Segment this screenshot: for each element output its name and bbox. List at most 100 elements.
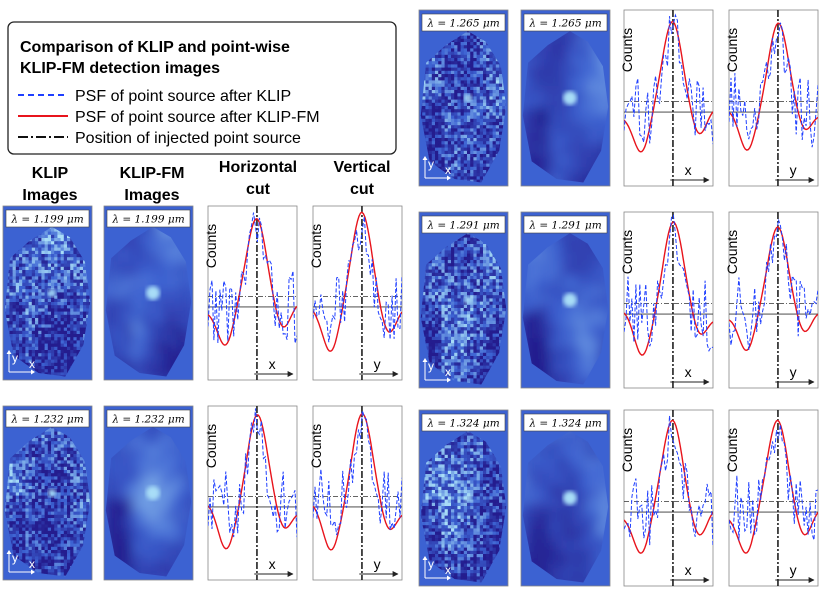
- panel-2-vertical-cut: y Counts: [308, 405, 403, 581]
- panel-4-klip-image-wavelength-label: λ = 1.291 μm: [421, 215, 506, 234]
- panel-1-vertical-cut-axis: y: [359, 356, 399, 377]
- panel-2-horizontal-cut-klip-curve: [208, 408, 297, 538]
- panel-3-vertical-cut-frame: [728, 9, 819, 187]
- svg-text:λ = 1.199 μm: λ = 1.199 μm: [111, 214, 184, 226]
- panel-2-horizontal-cut-frame: [207, 405, 298, 581]
- panel-4-horizontal-cut-counts-label: Counts: [619, 230, 635, 274]
- panel-5-vertical-cut-counts-label: Counts: [724, 428, 740, 472]
- legend-title-line-2: KLIP-FM detection images: [20, 60, 220, 77]
- panel-5-klip-image: λ = 1.324 μm xy: [418, 409, 509, 587]
- svg-text:y: y: [12, 551, 18, 565]
- panel-4-vertical-cut-klipfm-curve: [729, 226, 818, 352]
- panel-1-vertical-cut-klipfm-curve: [313, 211, 402, 352]
- panel-1-horizontal-cut: x Counts: [203, 205, 298, 381]
- panel-1-vertical-cut-counts-label: Counts: [308, 224, 324, 268]
- panel-4-vertical-cut-axis: y: [775, 364, 815, 385]
- panel-1-vertical-cut-klip-curve: [313, 216, 402, 343]
- panel-2-horizontal-cut: x Counts: [203, 405, 298, 581]
- panel-2-klip-image-wavelength-label: λ = 1.232 μm: [5, 409, 90, 428]
- panel-3-klip-image: λ = 1.265 μm xy: [418, 9, 509, 187]
- panel-1-horizontal-cut-klipfm-curve: [208, 217, 297, 346]
- svg-text:λ = 1.199 μm: λ = 1.199 μm: [10, 214, 83, 226]
- panel-5: λ = 1.324 μm xy λ = 1.324 μm x Counts y Counts: [418, 409, 819, 587]
- legend: Comparison of KLIP and point-wise KLIP-F…: [7, 21, 397, 155]
- legend-klip-label: PSF of point source after KLIP: [75, 88, 291, 105]
- panel-4-horizontal-cut: x Counts: [619, 211, 714, 389]
- panel-1-vertical-cut-frame: [312, 205, 403, 381]
- panel-4-vertical-cut-counts-label: Counts: [724, 230, 740, 274]
- svg-text:y: y: [374, 556, 381, 572]
- panel-2-klipfm-image: λ = 1.232 μm: [103, 405, 194, 581]
- panel-2-vertical-cut-klip-curve: [313, 410, 402, 536]
- panel-5-horizontal-cut: x Counts: [619, 409, 714, 587]
- panel-4: λ = 1.291 μm xy λ = 1.291 μm x Counts y Counts: [418, 211, 819, 389]
- panel-3-horizontal-cut-klip-curve: [624, 13, 713, 145]
- header-vcut-line-1: Vertical: [334, 159, 391, 176]
- panel-2-horizontal-cut-axis: x: [254, 556, 294, 577]
- panel-5-vertical-cut: y Counts: [724, 409, 819, 587]
- panel-5-horizontal-cut-klipfm-curve: [624, 419, 713, 554]
- panel-2-horizontal-cut-counts-label: Counts: [203, 424, 219, 468]
- panel-3-vertical-cut-axis: y: [775, 162, 815, 183]
- panel-1-klipfm-image-wavelength-label: λ = 1.199 μm: [106, 209, 191, 228]
- panel-4-klip-image-axes-indicator: xy: [422, 358, 451, 383]
- panel-4-horizontal-cut-klipfm-curve: [624, 221, 713, 356]
- panel-5-horizontal-cut-klip-curve: [624, 415, 713, 548]
- legend-klipfm-label: PSF of point source after KLIP-FM: [75, 109, 320, 126]
- panel-3: λ = 1.265 μm xy λ = 1.265 μm x Counts y Counts: [418, 9, 819, 187]
- header-klipfm-line-2: Images: [124, 187, 179, 204]
- panel-5-vertical-cut-klip-curve: [729, 424, 818, 541]
- panel-2-klipfm-image-wavelength-label: λ = 1.232 μm: [106, 409, 191, 428]
- panel-3-vertical-cut: y Counts: [724, 9, 819, 187]
- panel-5-horizontal-cut-counts-label: Counts: [619, 428, 635, 472]
- panel-3-klip-image-wavelength-label: λ = 1.265 μm: [421, 13, 506, 32]
- header-hcut-line-2: cut: [246, 181, 271, 198]
- svg-text:x: x: [269, 556, 276, 572]
- header-klip-line-2: Images: [22, 187, 77, 204]
- panel-1-klip-image: λ = 1.199 μm xy: [2, 205, 93, 381]
- panel-5-klip-image-wavelength-label: λ = 1.324 μm: [421, 413, 506, 432]
- column-headers: KLIP Images KLIP-FM Images Horizontal cu…: [22, 159, 390, 204]
- panel-2-vertical-cut-klipfm-curve: [313, 412, 402, 551]
- panel-1-horizontal-cut-klip-curve: [208, 212, 297, 344]
- panel-3-klipfm-image-wavelength-label: λ = 1.265 μm: [523, 13, 608, 32]
- panel-3-klip-image-axes-indicator: xy: [422, 156, 451, 181]
- panel-3-horizontal-cut: x Counts: [619, 9, 714, 187]
- panel-1-klipfm-image: λ = 1.199 μm: [103, 205, 194, 381]
- panel-5-vertical-cut-axis: y: [775, 562, 815, 583]
- panel-5-vertical-cut-klipfm-curve: [729, 419, 818, 554]
- panel-2-klip-image-axes-indicator: xy: [6, 550, 35, 575]
- panel-1-horizontal-cut-axis: x: [254, 356, 294, 377]
- panel-3-klipfm-image: λ = 1.265 μm: [520, 9, 611, 187]
- panel-1-klip-image-axes-indicator: xy: [6, 350, 35, 375]
- panel-5-klip-image-axes-indicator: xy: [422, 556, 451, 581]
- svg-text:x: x: [269, 356, 276, 372]
- panel-5-vertical-cut-frame: [728, 409, 819, 587]
- panel-4-klipfm-image-wavelength-label: λ = 1.291 μm: [523, 215, 608, 234]
- panel-4-horizontal-cut-klip-curve: [624, 214, 713, 353]
- panel-4-klip-image: λ = 1.291 μm xy: [418, 211, 509, 389]
- svg-text:y: y: [374, 356, 381, 372]
- panel-2-vertical-cut-axis: y: [359, 556, 399, 577]
- svg-text:λ = 1.232 μm: λ = 1.232 μm: [111, 414, 184, 426]
- panel-3-vertical-cut-klip-curve: [729, 22, 818, 148]
- svg-text:λ = 1.232 μm: λ = 1.232 μm: [10, 414, 83, 426]
- header-vcut-line-2: cut: [350, 181, 375, 198]
- panel-1-horizontal-cut-frame: [207, 205, 298, 381]
- panel-1-horizontal-cut-counts-label: Counts: [203, 224, 219, 268]
- panel-1: λ = 1.199 μm xy λ = 1.199 μm x Counts y Counts: [2, 205, 403, 381]
- panel-4-klipfm-image: λ = 1.291 μm: [520, 211, 611, 389]
- panel-4-vertical-cut-frame: [728, 211, 819, 389]
- header-klip-line-1: KLIP: [32, 165, 69, 182]
- panel-2-vertical-cut-counts-label: Counts: [308, 424, 324, 468]
- panel-2: λ = 1.232 μm xy λ = 1.232 μm x Counts y Counts: [2, 405, 403, 581]
- legend-title-line-1: Comparison of KLIP and point-wise: [20, 39, 290, 56]
- panel-5-klipfm-image: λ = 1.324 μm: [520, 409, 611, 587]
- legend-position-label: Position of injected point source: [75, 130, 301, 147]
- legend-box: [7, 21, 397, 155]
- panel-3-horizontal-cut-axis: x: [670, 162, 710, 183]
- panel-2-klip-image: λ = 1.232 μm xy: [2, 405, 93, 581]
- panel-5-horizontal-cut-axis: x: [670, 562, 710, 583]
